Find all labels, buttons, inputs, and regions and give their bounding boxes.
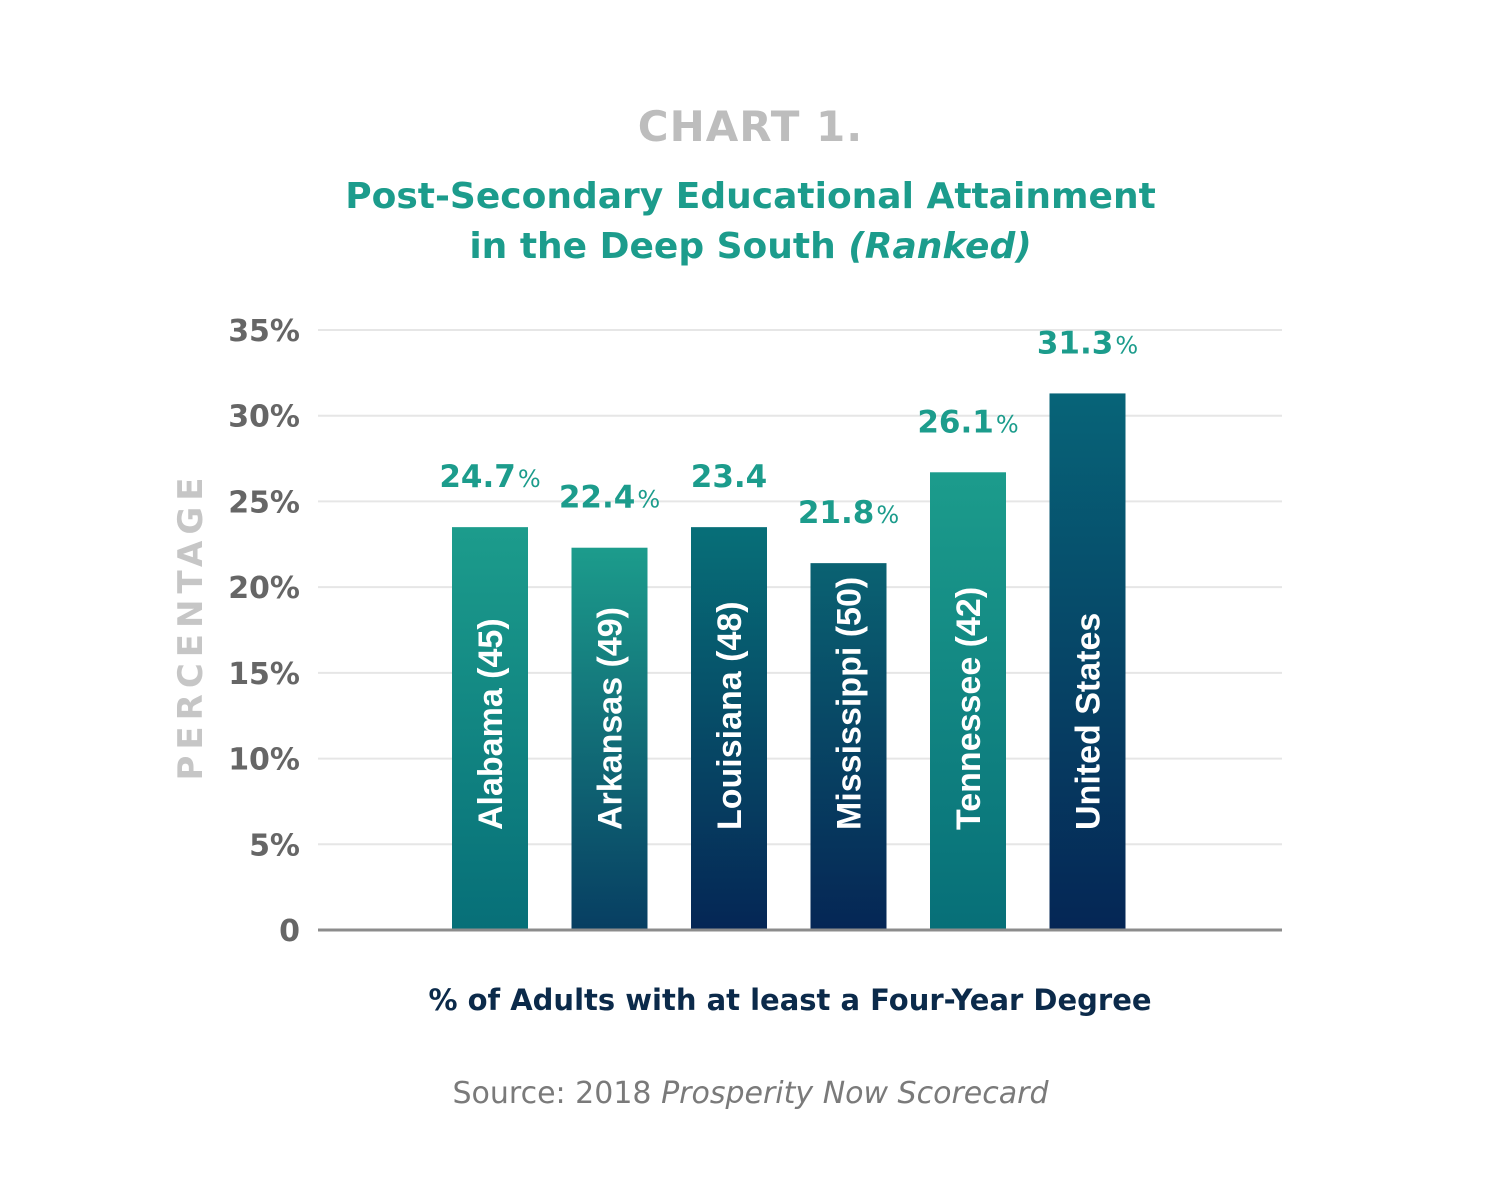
bar-data-label: 22.4% <box>559 480 660 516</box>
bar-category-label: Alabama (45) <box>472 618 510 830</box>
chart-title-emphasis: (Ranked) <box>848 226 1032 267</box>
y-tick-label: 25% <box>228 485 300 520</box>
bar-category-label: Arkansas (49) <box>592 607 630 830</box>
bar-data-label-suffix: % <box>876 501 899 529</box>
y-axis-label: PERCENTAGE <box>171 472 211 781</box>
source-note: Source: 2018 Prosperity Now Scorecard <box>0 1076 1501 1111</box>
bar-data-label-suffix: % <box>518 465 541 493</box>
bar-category-label: United States <box>1070 613 1108 830</box>
bar-data-label-number: 22.4 <box>559 480 636 516</box>
y-tick-label: 20% <box>228 571 300 606</box>
bar-data-label-number: 23.4 <box>691 459 768 495</box>
bar <box>452 527 528 930</box>
source-prefix: Source: 2018 <box>452 1076 662 1111</box>
bar-data-label: 21.8% <box>798 495 899 531</box>
bar-data-label-suffix: % <box>1115 331 1138 359</box>
chart-title-line-1: Post-Secondary Educational Attainment <box>345 176 1156 217</box>
bar <box>571 547 648 930</box>
source-emphasis: Prosperity Now Scorecard <box>661 1076 1049 1111</box>
bar-data-label: 23.4 <box>691 459 768 495</box>
bar-data-label: 31.3% <box>1037 325 1138 361</box>
bar <box>810 563 887 930</box>
x-axis-label: % of Adults with at least a Four-Year De… <box>428 983 1151 1017</box>
y-tick-label: 0 <box>279 914 300 949</box>
bar-data-label-suffix: % <box>637 486 660 514</box>
chart-title-line-2: in the Deep South (Ranked) <box>0 226 1501 267</box>
bar-data-label-number: 21.8 <box>798 495 875 531</box>
bar <box>691 527 767 930</box>
bar-data-label-number: 26.1 <box>917 404 994 440</box>
bar-data-label-suffix: % <box>996 410 1019 438</box>
chart-title-line-2-text: in the Deep South <box>469 226 849 267</box>
bar-category-label: Mississippi (50) <box>831 577 869 830</box>
bar-data-label: 26.1% <box>917 404 1018 440</box>
bar <box>930 472 1006 930</box>
y-tick-label: 15% <box>228 657 300 692</box>
y-tick-label: 5% <box>249 828 300 863</box>
y-tick-label: 30% <box>228 400 300 435</box>
bar-data-label: 24.7% <box>439 459 540 495</box>
bar-data-label-number: 31.3 <box>1037 325 1114 361</box>
bars-layer <box>452 393 1126 930</box>
labels-layer: Alabama (45) 24.7% Arkansas (49) 22.4% Louis… <box>439 325 1138 830</box>
bar-category-label: Tennessee (42) <box>950 587 988 830</box>
bar-category-label: Louisiana (48) <box>711 601 749 830</box>
chart-number: CHART 1. <box>637 102 864 151</box>
bar <box>1049 393 1126 930</box>
y-tick-label: 10% <box>228 743 300 778</box>
bar-data-label-number: 24.7 <box>439 459 516 495</box>
axis-layer: 0 5% 10% 15% 20% 25% 30% 35% PERCENTAGE % of Adul… <box>171 314 1282 1017</box>
y-tick-label: 35% <box>228 314 300 349</box>
